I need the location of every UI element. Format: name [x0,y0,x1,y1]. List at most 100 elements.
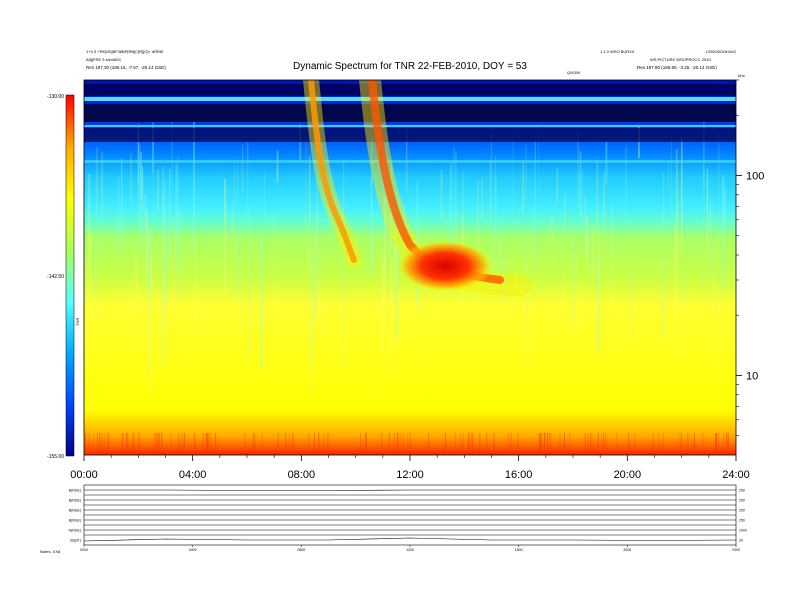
texture-streak [719,146,721,192]
texture-streak [681,137,683,253]
texture-streak [235,231,238,298]
texture-streak [507,433,509,455]
y-tick-label: 10 [746,370,758,382]
texture-streak [706,168,709,252]
x-tick-label: 24:00 [722,469,750,481]
texture-streak [702,165,705,302]
ancillary-x-label: 0000 [80,548,88,552]
texture-streak [398,433,400,455]
ancillary-right-tick: 250 [739,489,745,493]
texture-streak [264,172,265,242]
texture-streak [539,433,540,455]
texture-streak [95,147,98,213]
texture-streak [210,433,212,455]
texture-streak [525,145,527,200]
left-info-1: 1+3.3 +RE[0D]BF36BP[RB]C[R][G]+ dRRIE [86,49,164,54]
texture-streak [154,433,156,455]
texture-streak [108,433,110,455]
texture-streak [668,159,670,193]
texture-streak [625,146,627,219]
texture-streak [224,179,226,292]
texture-streak [93,433,95,455]
texture-streak [579,151,582,223]
texture-streak [556,168,558,202]
texture-streak [365,433,367,455]
texture-streak [377,185,379,248]
colorbar-label: TNR [75,318,80,326]
texture-streak [440,169,443,218]
texture-streak [551,215,553,279]
texture-streak [383,259,385,369]
ancillary-right-tick: 250 [739,499,745,503]
texture-streak [495,175,497,242]
texture-streak [715,433,717,455]
texture-streak [88,433,90,455]
texture-streak [381,433,383,455]
texture-streak [244,433,246,455]
ancillary-right-tick: 250 [739,519,745,523]
texture-streak [154,433,156,455]
texture-streak [104,433,106,455]
texture-streak [146,215,149,363]
texture-streak [453,147,455,279]
texture-streak [312,252,314,372]
texture-streak [168,168,171,260]
texture-streak [517,433,519,455]
texture-streak [88,174,90,275]
dark-band-1 [84,84,736,96]
texture-streak [389,186,391,262]
ancillary-series-line [83,537,737,542]
ancillary-right-tick: 20 [739,539,743,543]
texture-streak [206,433,208,455]
texture-streak [514,250,517,308]
texture-streak [727,433,729,455]
texture-streak [393,433,395,455]
texture-streak [162,254,164,365]
texture-streak [150,251,152,308]
texture-streak [460,433,462,455]
texture-streak [449,193,451,245]
texture-streak [723,433,725,455]
texture-streak [503,260,505,302]
texture-streak [253,433,255,455]
texture-streak [308,433,310,455]
colorbar-tick-mid: -142.50 [47,274,64,280]
y-unit: kHz [738,73,745,78]
texture-streak [94,237,97,320]
texture-streak [677,199,679,260]
texture-streak [406,127,408,192]
texture-streak [723,189,726,222]
texture-streak [167,229,168,362]
texture-streak [248,208,250,358]
texture-streak [194,433,196,455]
texture-streak [240,228,242,335]
texture-streak [658,433,660,455]
texture-streak [605,433,607,455]
texture-streak [142,172,144,213]
texture-streak [510,433,512,455]
texture-streak [158,433,160,455]
texture-streak [143,187,145,263]
cyan-line-2 [84,125,736,127]
texture-streak [399,433,401,455]
ancillary-series-label: B(NGE) [69,519,81,523]
texture-streak [395,243,398,342]
texture-streak [716,433,718,455]
texture-streak [288,433,290,455]
texture-streak [489,158,491,242]
texture-streak [715,433,717,455]
texture-streak [680,433,682,455]
right-info-extra: LS9X00GI3n3xO [706,49,736,54]
texture-streak [670,135,672,215]
texture-streak [107,433,109,455]
texture-streak [409,433,411,455]
texture-streak [126,433,127,455]
texture-streak [127,433,129,455]
ancillary-right-tick: 250 [739,509,745,513]
texture-streak [573,237,575,328]
ancillary-x-label: 2400 [732,548,740,552]
texture-streak [181,433,183,455]
texture-streak [477,180,479,302]
texture-streak [663,171,665,232]
